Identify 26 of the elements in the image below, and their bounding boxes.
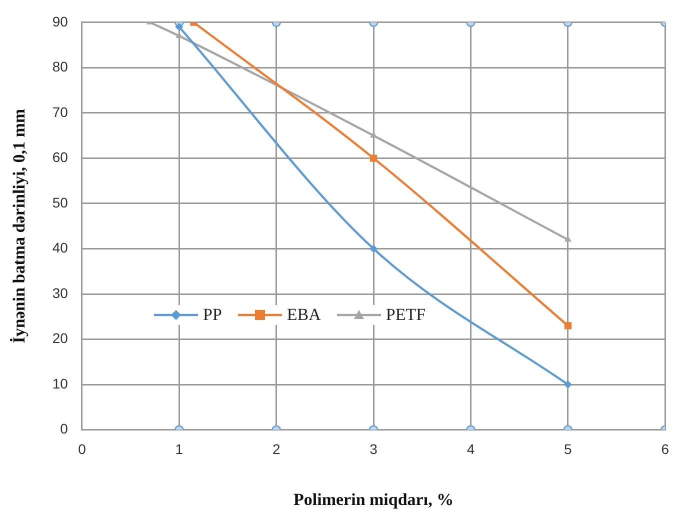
y-tick-label: 60 [52,149,68,166]
x-tick-label: 2 [272,441,280,458]
x-axis-title: Polimerin miqdarı, % [294,490,454,510]
y-tick-label: 50 [52,194,68,210]
x-tick-label: 4 [466,441,475,458]
legend-label: PP [203,305,222,325]
y-tick-label: 20 [52,330,68,346]
y-tick-label: 40 [52,240,68,256]
x-tick-label: 6 [661,441,670,458]
y-tick-label: 10 [52,375,68,392]
y-tick-label: 80 [52,58,68,75]
x-tick-label: 1 [175,441,184,458]
x-tick-label: 3 [370,441,378,458]
x-tick-label: 0 [78,441,86,458]
y-axis-title: İynənin batma dərinliyi, 0,1 mm [10,108,29,344]
point [564,236,572,242]
y-tick-label: 30 [52,284,68,301]
legend-label: EBA [286,305,321,325]
point [370,244,378,253]
x-tick-label: 5 [564,441,572,458]
y-tick-label: 0 [60,420,68,437]
legend-label: PETF [386,305,426,325]
y-tick-label: 90 [52,13,68,30]
point [564,322,572,330]
point [370,154,378,162]
y-tick-label: 70 [52,104,68,120]
